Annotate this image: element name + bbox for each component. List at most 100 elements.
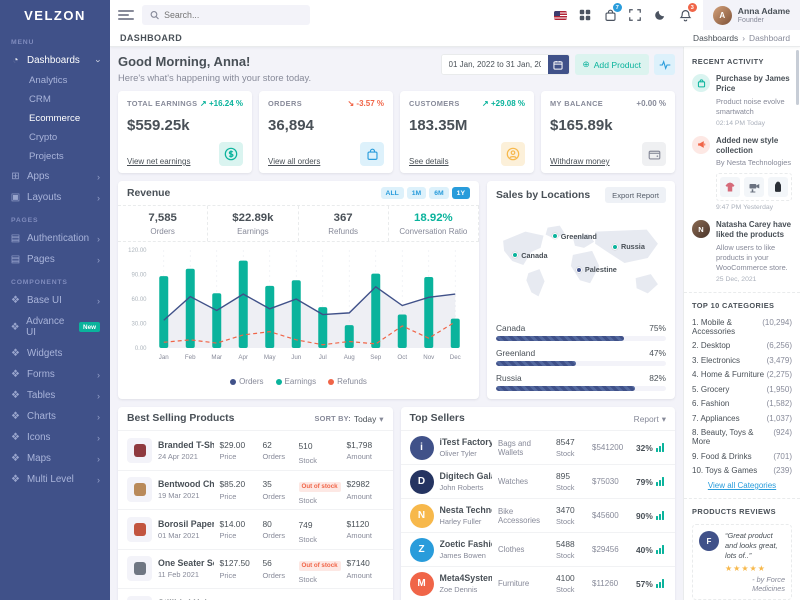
period-button[interactable]: 6M bbox=[429, 187, 449, 199]
sidebar-item[interactable]: ❖ Base UI › bbox=[11, 295, 100, 306]
sidebar-subitem[interactable]: Analytics bbox=[29, 75, 68, 86]
sidebar-item-layouts[interactable]: ▣ Layouts › bbox=[10, 192, 100, 203]
map-marker[interactable]: Palestine bbox=[575, 265, 617, 274]
seller-logo: i bbox=[409, 435, 434, 460]
wallet-icon bbox=[648, 150, 660, 160]
breadcrumb-separator: › bbox=[742, 33, 746, 43]
seller-company-link[interactable]: Nesta Technologies bbox=[439, 505, 493, 515]
search-box[interactable] bbox=[142, 5, 310, 25]
product-date: 11 Feb 2021 bbox=[158, 570, 199, 580]
svg-text:Jan: Jan bbox=[159, 354, 170, 361]
period-button[interactable]: ALL bbox=[380, 187, 404, 199]
breadcrumb-parent[interactable]: Dashboards bbox=[693, 33, 739, 43]
sidebar-item[interactable]: ❖ Widgets › bbox=[11, 348, 63, 359]
fullscreen-button[interactable] bbox=[623, 0, 648, 30]
sidebar-item-apps[interactable]: ⊞ Apps › bbox=[11, 171, 100, 182]
view-net-earnings-link[interactable]: View net earnings bbox=[127, 157, 191, 166]
period-button[interactable]: 1M bbox=[406, 187, 427, 199]
dark-mode-button[interactable] bbox=[648, 0, 673, 30]
calendar-button[interactable] bbox=[547, 55, 569, 74]
camera-thumbnail[interactable] bbox=[744, 177, 764, 198]
seller-row: i iTest Factory Oliver Tyler Bags and Wa… bbox=[400, 430, 675, 464]
activity-item[interactable]: N Natasha Carey have liked the products … bbox=[692, 220, 792, 283]
product-date: 01 Mar 2021 bbox=[158, 530, 200, 540]
hamburger-menu-icon[interactable] bbox=[118, 10, 134, 20]
sidebar-item[interactable]: ❖ Multi Level › bbox=[11, 474, 100, 485]
backpack-thumbnail[interactable] bbox=[768, 177, 788, 198]
jacket-thumbnail[interactable] bbox=[720, 177, 740, 198]
category-row[interactable]: 4. Home & Furniture (2,275) bbox=[692, 370, 792, 379]
product-name-link[interactable]: Borosil Paper Cup bbox=[158, 518, 214, 529]
sidebar-subitem[interactable]: CRM bbox=[29, 94, 51, 105]
review-card[interactable]: F “Great product and looks great, lots o… bbox=[692, 524, 792, 600]
search-input[interactable] bbox=[164, 10, 302, 20]
seller-company-link[interactable]: Zoetic Fashion bbox=[439, 539, 493, 549]
product-name-link[interactable]: One Seater Sofa bbox=[158, 558, 214, 569]
sort-by-dropdown[interactable]: SORT BY: Today ▾ bbox=[314, 413, 384, 424]
sidebar-item[interactable]: ❖ Advance UI New › bbox=[0, 311, 110, 343]
seller-company-link[interactable]: Meta4Systems bbox=[439, 573, 493, 583]
activity-pulse-button[interactable] bbox=[654, 54, 675, 75]
apps-grid-button[interactable] bbox=[573, 0, 598, 30]
sidebar-item[interactable]: ❖ Forms › bbox=[11, 369, 100, 380]
orders-value: 35 bbox=[262, 479, 272, 489]
progress-track bbox=[496, 361, 666, 366]
best-selling-table: Branded T-Shirts 24 Apr 2021 $29.00Price… bbox=[118, 430, 393, 600]
period-button[interactable]: 1Y bbox=[451, 187, 470, 199]
stat-value: $165.89k bbox=[550, 117, 613, 134]
category-row[interactable]: 8. Beauty, Toys & More (924) bbox=[692, 428, 792, 446]
sidebar-item[interactable]: ❖ Charts › bbox=[11, 411, 100, 422]
category-row[interactable]: 6. Fashion (1,582) bbox=[692, 399, 792, 408]
product-name-link[interactable]: Branded T-Shirts bbox=[158, 439, 214, 450]
category-row[interactable]: 10. Toys & Games (239) bbox=[692, 466, 792, 475]
sidebar-subitem[interactable]: Projects bbox=[29, 151, 64, 162]
sidebar-item[interactable]: ❖ Icons › bbox=[11, 432, 100, 443]
category-row[interactable]: 2. Desktop (6,256) bbox=[692, 341, 792, 350]
user-menu[interactable]: A Anna Adame Founder bbox=[702, 0, 800, 30]
seller-company-link[interactable]: iTest Factory bbox=[439, 437, 493, 447]
product-row: One Seater Sofa 11 Feb 2021 $127.50Price… bbox=[118, 548, 393, 589]
notifications-button[interactable]: 3 bbox=[673, 0, 698, 30]
date-range-input[interactable] bbox=[441, 55, 548, 74]
seller-person: John Roberts bbox=[439, 483, 484, 492]
view-all-categories-link[interactable]: View all Categories bbox=[707, 481, 777, 490]
moon-icon bbox=[655, 10, 665, 20]
category-row[interactable]: 7. Appliances (1,037) bbox=[692, 413, 792, 423]
see-details-link[interactable]: See details bbox=[409, 157, 449, 166]
category-row[interactable]: 1. Mobile & Accessories (10,294) bbox=[692, 317, 792, 336]
cart-count-badge: 7 bbox=[612, 3, 622, 12]
cart-button[interactable]: 7 bbox=[598, 0, 623, 30]
product-name-link[interactable]: Stillbird Helmet bbox=[158, 598, 214, 600]
svg-text:Aug: Aug bbox=[344, 354, 356, 361]
page-scrollbar[interactable] bbox=[796, 50, 799, 105]
sidebar-item-dashboards[interactable]: ◔ Dashboards › bbox=[0, 50, 110, 71]
product-name-link[interactable]: Bentwood Chair bbox=[158, 479, 214, 490]
activity-item[interactable]: Added new style collection By Nesta Tech… bbox=[692, 135, 792, 211]
map-marker[interactable]: Russia bbox=[611, 242, 645, 251]
sidebar-item[interactable]: ▤ Authentication › bbox=[10, 233, 100, 244]
sidebar-item[interactable]: ❖ Maps › bbox=[11, 453, 100, 464]
dashboard-icon: ◔ bbox=[12, 55, 19, 66]
sidebar-subitem[interactable]: Crypto bbox=[29, 132, 58, 143]
sidebar-subitem[interactable]: Ecommerce bbox=[29, 113, 81, 124]
language-flag-button[interactable] bbox=[548, 0, 573, 30]
velzon-logo[interactable]: VELZON bbox=[24, 7, 86, 23]
breadcrumb: Dashboards › Dashboard bbox=[693, 33, 790, 43]
report-dropdown[interactable]: Report ▾ bbox=[633, 413, 666, 424]
sidebar-item[interactable]: ❖ Tables › bbox=[11, 390, 100, 401]
category-row[interactable]: 5. Grocery (1,950) bbox=[692, 384, 792, 394]
view-all-orders-link[interactable]: View all orders bbox=[268, 157, 321, 166]
seller-percent: 32% bbox=[636, 443, 666, 453]
add-product-button[interactable]: ⊕ Add Product bbox=[574, 54, 649, 75]
map-marker[interactable]: Greenland bbox=[551, 232, 597, 241]
category-row[interactable]: 9. Food & Drinks (701) bbox=[692, 451, 792, 461]
category-row[interactable]: 3. Electronics (3,479) bbox=[692, 355, 792, 365]
revenue-title: Revenue bbox=[127, 187, 171, 199]
sidebar-item[interactable]: ▤ Pages › bbox=[10, 254, 100, 265]
export-report-button[interactable]: Export Report bbox=[605, 187, 666, 203]
map-marker[interactable]: Canada bbox=[512, 251, 548, 260]
svg-text:60.00: 60.00 bbox=[131, 297, 147, 303]
withdraw-money-link[interactable]: Withdraw money bbox=[550, 157, 610, 166]
seller-company-link[interactable]: Digitech Galaxy bbox=[439, 471, 493, 481]
activity-item[interactable]: Purchase by James Price Product noise ev… bbox=[692, 74, 792, 127]
